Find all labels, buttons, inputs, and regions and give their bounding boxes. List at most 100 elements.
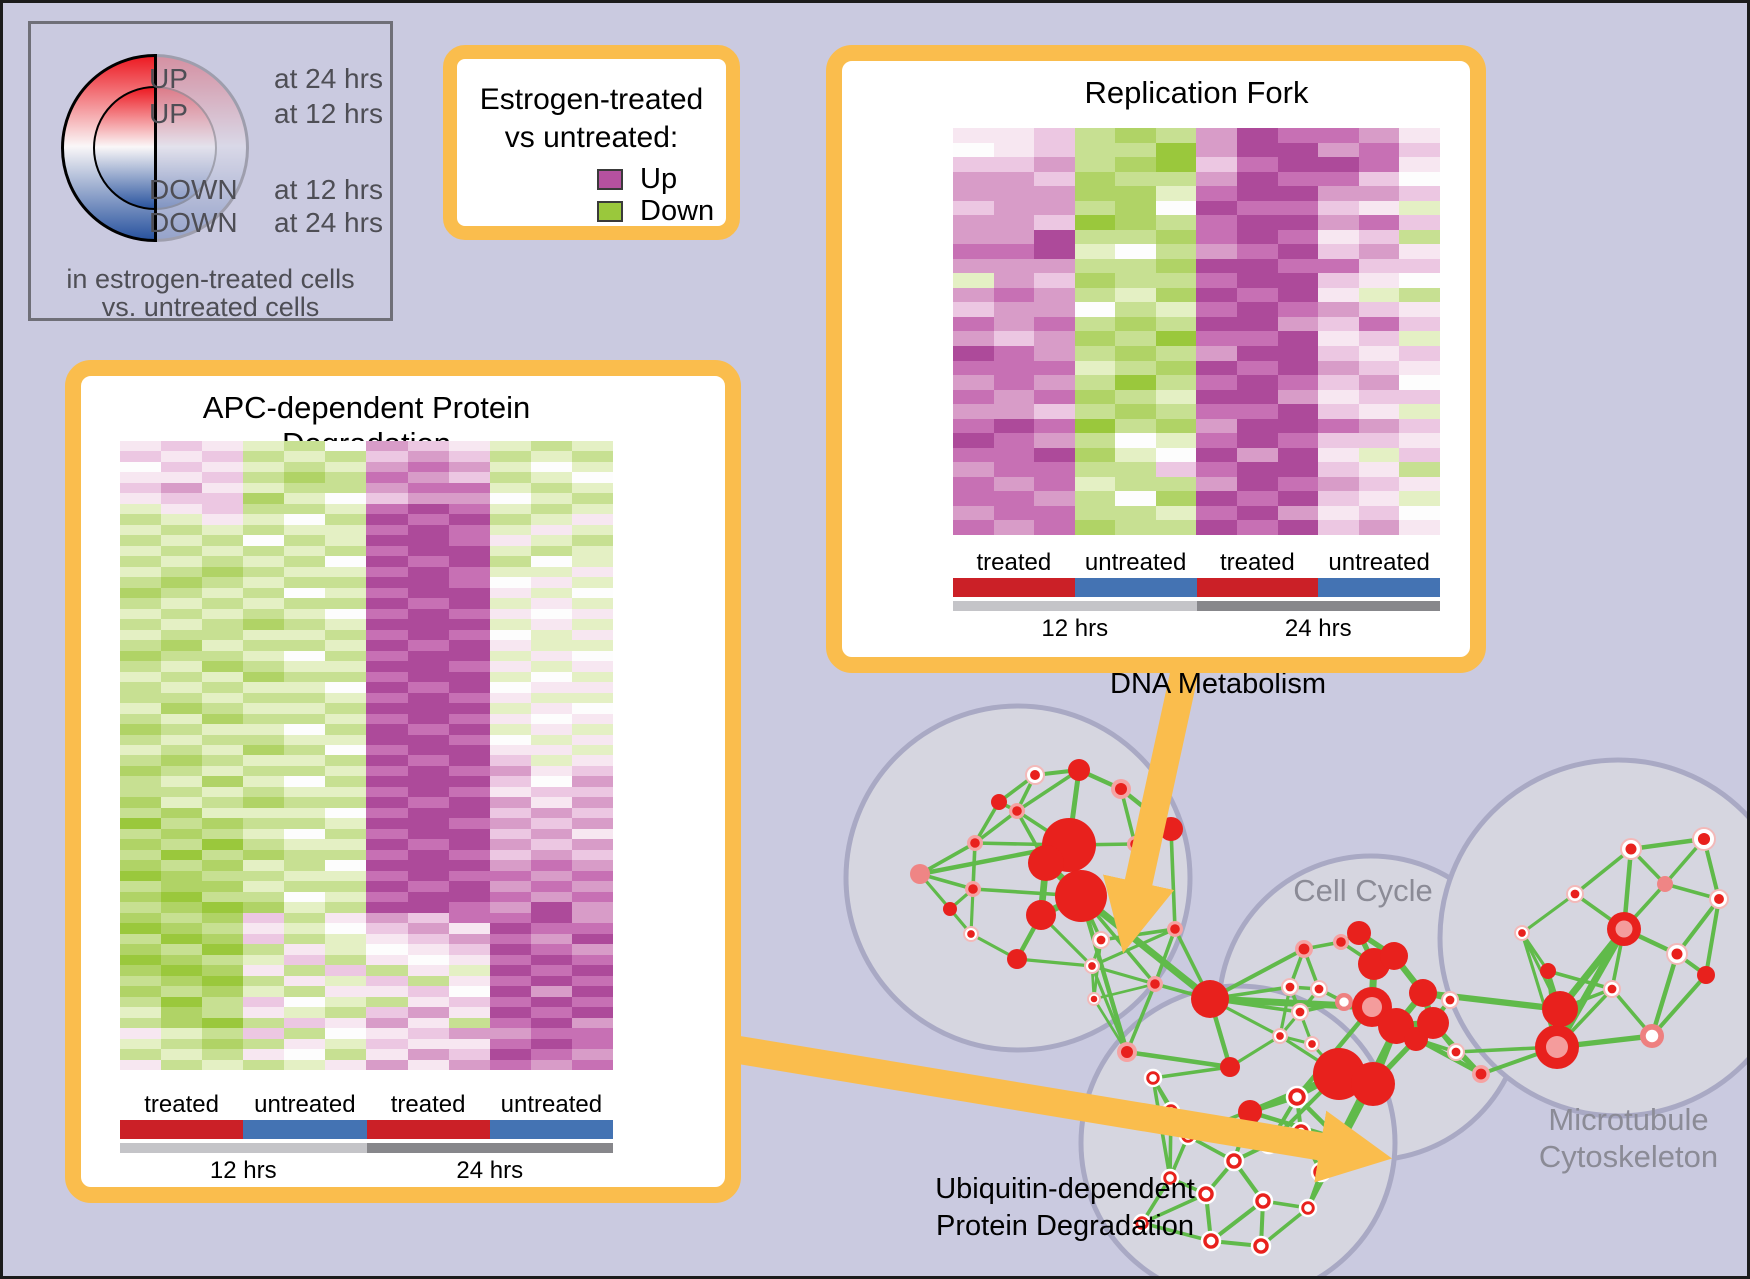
heatmap-cell: [1399, 229, 1440, 245]
heatmap-cell: [1399, 345, 1440, 361]
heatmap-cell: [243, 535, 285, 546]
heatmap-cell: [993, 345, 1035, 361]
heatmap-cell: [202, 682, 244, 693]
heatmap-cell: [1318, 316, 1359, 332]
heatmap-cell: [993, 244, 1035, 259]
heatmap-cell: [1277, 229, 1319, 245]
heatmap-cell: [120, 807, 162, 819]
heatmap-cell: [407, 786, 449, 798]
heatmap-cell: [530, 975, 572, 987]
heatmap-cell: [120, 671, 162, 683]
heatmap-cell: [448, 682, 490, 693]
heatmap-cell: [161, 472, 203, 483]
cluster-label-line: Protein Degradation: [936, 1210, 1194, 1242]
heatmap-cell: [530, 1059, 572, 1070]
heatmap-cell: [284, 682, 326, 693]
heatmap-cell: [448, 807, 490, 819]
heatmap-cell: [1196, 375, 1238, 390]
heatmap-cell: [953, 200, 994, 216]
heatmap-cell: [1318, 375, 1359, 390]
heatmap-cell: [325, 818, 367, 829]
panel-title: Replication Fork: [1084, 75, 1309, 110]
heatmap-cell: [1074, 200, 1116, 216]
heatmap-cell: [448, 587, 490, 599]
heatmap-cell: [1034, 157, 1075, 172]
heatmap-cell: [161, 996, 203, 1008]
heatmap-cell: [448, 545, 490, 557]
heatmap-cell: [530, 797, 572, 808]
heatmap-cell: [530, 807, 572, 819]
heatmap-cell: [1034, 128, 1075, 143]
heatmap-cell: [161, 1017, 203, 1029]
heatmap-cell: [1155, 520, 1197, 535]
heatmap-cell: [120, 965, 162, 976]
heatmap-cell: [1196, 215, 1238, 230]
heatmap-cell: [530, 587, 572, 599]
heatmap-cell: [1034, 404, 1075, 419]
time-label: 12 hrs: [1041, 615, 1109, 642]
heatmap-cell: [1237, 476, 1278, 492]
network-edge: [1092, 998, 1129, 1053]
heatmap-cell: [366, 640, 408, 651]
heatmap-cell: [530, 1038, 572, 1050]
heatmap-cell: [1115, 491, 1156, 506]
network-node: [991, 794, 1007, 810]
heatmap-cell: [120, 692, 162, 704]
heatmap-cell: [448, 524, 490, 536]
network-edge: [1649, 953, 1680, 1037]
heatmap-cell: [530, 514, 572, 525]
heatmap-cell: [1277, 345, 1319, 361]
heatmap-cell: [284, 902, 326, 913]
heatmap-cell: [448, 776, 490, 787]
heatmap-cell: [1399, 142, 1440, 158]
heatmap-cell: [1358, 433, 1400, 448]
heatmap-cell: [284, 923, 326, 934]
node-core: [1334, 1134, 1344, 1144]
network-edge: [1650, 973, 1708, 1038]
heatmap-cell: [1277, 476, 1319, 492]
heatmap-cell: [1237, 229, 1278, 245]
time-color-segment: [953, 601, 1197, 611]
heatmap-cell: [1196, 505, 1238, 521]
heatmap-cell: [1196, 287, 1238, 303]
heatmap-cell: [1196, 404, 1238, 419]
heatmap-cell: [325, 1007, 367, 1018]
heatmap-cell: [1358, 360, 1400, 376]
heatmap-cell: [1237, 258, 1278, 274]
heatmap-cell: [202, 461, 244, 473]
heatmap-cell: [1277, 302, 1319, 317]
heatmap-cell: [1277, 273, 1319, 288]
heatmap-cell: [489, 503, 531, 515]
heatmap-cell: [571, 650, 613, 662]
heatmap-cell: [325, 870, 367, 882]
node-core: [1546, 1036, 1568, 1058]
heatmap-cell: [448, 765, 490, 777]
heatmap-cell: [325, 807, 367, 819]
heatmap-cell: [1318, 520, 1359, 535]
heatmap-cell: [120, 577, 162, 588]
heatmap-cell: [1399, 244, 1440, 259]
heatmap-cell: [571, 692, 613, 704]
heatmap-cell: [1318, 287, 1359, 303]
heatmap-cell: [407, 472, 449, 483]
heatmap-cell: [571, 640, 613, 651]
heatmap-cell: [407, 577, 449, 588]
heatmap-cell: [202, 671, 244, 683]
heatmap-cell: [243, 441, 285, 452]
heatmap-cell: [1318, 244, 1359, 259]
node-core: [1607, 984, 1617, 994]
heatmap-cell: [1034, 258, 1075, 274]
heatmap-cell: [571, 902, 613, 913]
heatmap-cell: [489, 441, 531, 452]
heatmap-cell: [1318, 128, 1359, 143]
heatmap-cell: [1318, 389, 1359, 405]
heatmap-cell: [1358, 418, 1400, 434]
heatmap-cell: [1237, 200, 1278, 216]
heatmap-cell: [284, 807, 326, 819]
heatmap-cell: [1196, 433, 1238, 448]
heatmap-cell: [1155, 491, 1197, 506]
heatmap-cell: [202, 933, 244, 945]
heatmap-cell: [407, 545, 449, 557]
ring-row-up-12: UP at 12 hrs: [149, 98, 383, 130]
heatmap-cell: [448, 535, 490, 546]
